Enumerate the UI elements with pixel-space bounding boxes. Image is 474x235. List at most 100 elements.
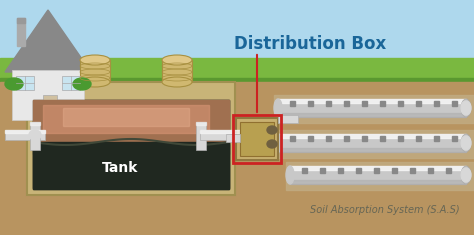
Bar	[43, 105, 209, 133]
Bar	[226, 134, 240, 142]
Ellipse shape	[383, 106, 385, 109]
Ellipse shape	[430, 145, 434, 149]
Ellipse shape	[455, 145, 457, 149]
Ellipse shape	[335, 110, 337, 114]
Ellipse shape	[455, 106, 457, 109]
Bar	[63, 108, 189, 126]
Ellipse shape	[407, 106, 410, 109]
Ellipse shape	[458, 177, 462, 180]
Ellipse shape	[307, 172, 310, 176]
Ellipse shape	[414, 136, 418, 138]
Bar	[344, 136, 349, 141]
Bar	[274, 95, 474, 123]
Ellipse shape	[430, 136, 434, 138]
Bar	[320, 168, 325, 173]
Ellipse shape	[286, 106, 290, 109]
Ellipse shape	[422, 110, 426, 114]
Ellipse shape	[383, 141, 385, 144]
Ellipse shape	[407, 145, 410, 149]
Ellipse shape	[447, 110, 449, 114]
Ellipse shape	[410, 172, 413, 176]
Ellipse shape	[350, 141, 354, 144]
Ellipse shape	[422, 136, 426, 138]
Bar	[162, 60, 192, 82]
Bar	[278, 115, 298, 123]
Ellipse shape	[399, 106, 401, 109]
Ellipse shape	[458, 168, 462, 171]
Ellipse shape	[350, 145, 354, 149]
Ellipse shape	[399, 136, 401, 138]
Bar	[0, 78, 474, 84]
Bar	[434, 101, 439, 106]
Ellipse shape	[461, 168, 471, 182]
Ellipse shape	[294, 136, 298, 138]
Ellipse shape	[438, 145, 441, 149]
Bar	[290, 180, 466, 184]
Bar	[274, 130, 474, 158]
Ellipse shape	[407, 110, 410, 114]
Bar	[233, 115, 281, 163]
Ellipse shape	[414, 145, 418, 149]
Ellipse shape	[5, 78, 23, 90]
Ellipse shape	[346, 172, 349, 176]
Ellipse shape	[343, 145, 346, 149]
Bar	[30, 122, 40, 125]
Ellipse shape	[430, 110, 434, 114]
Ellipse shape	[335, 106, 337, 109]
Ellipse shape	[294, 141, 298, 144]
Bar	[33, 100, 229, 142]
Ellipse shape	[319, 145, 321, 149]
Bar	[196, 122, 206, 125]
Ellipse shape	[386, 168, 390, 171]
Ellipse shape	[274, 99, 282, 117]
Ellipse shape	[438, 110, 441, 114]
Ellipse shape	[379, 172, 382, 176]
Text: Soil Absorption System (S.A.S): Soil Absorption System (S.A.S)	[310, 205, 460, 215]
Ellipse shape	[366, 106, 370, 109]
Bar	[240, 122, 274, 156]
Ellipse shape	[407, 101, 410, 103]
Bar	[62, 76, 80, 90]
Ellipse shape	[461, 101, 471, 115]
Ellipse shape	[430, 101, 434, 103]
Ellipse shape	[358, 110, 362, 114]
Ellipse shape	[402, 172, 405, 176]
Ellipse shape	[302, 145, 306, 149]
Ellipse shape	[358, 106, 362, 109]
Ellipse shape	[427, 177, 429, 180]
Ellipse shape	[438, 101, 441, 103]
Ellipse shape	[322, 168, 326, 171]
Ellipse shape	[358, 145, 362, 149]
Ellipse shape	[291, 168, 293, 171]
Ellipse shape	[435, 172, 438, 176]
Ellipse shape	[335, 141, 337, 144]
Ellipse shape	[371, 168, 374, 171]
Bar	[236, 118, 278, 160]
Bar	[326, 101, 331, 106]
Ellipse shape	[447, 136, 449, 138]
Ellipse shape	[279, 101, 282, 103]
Ellipse shape	[422, 145, 426, 149]
Bar	[428, 168, 433, 173]
Ellipse shape	[294, 110, 298, 114]
Ellipse shape	[343, 101, 346, 103]
Ellipse shape	[455, 110, 457, 114]
Ellipse shape	[322, 177, 326, 180]
Bar	[278, 148, 466, 152]
Ellipse shape	[366, 101, 370, 103]
Ellipse shape	[447, 101, 449, 103]
Ellipse shape	[286, 145, 290, 149]
Text: Distribution Box: Distribution Box	[234, 35, 386, 53]
Ellipse shape	[430, 106, 434, 109]
Bar	[434, 136, 439, 141]
Ellipse shape	[310, 136, 313, 138]
Bar	[278, 99, 466, 117]
Ellipse shape	[374, 145, 377, 149]
Ellipse shape	[363, 168, 365, 171]
Polygon shape	[5, 10, 91, 72]
Ellipse shape	[366, 136, 370, 138]
Ellipse shape	[279, 141, 282, 144]
Bar	[362, 136, 367, 141]
Bar	[278, 99, 466, 103]
Ellipse shape	[338, 168, 341, 171]
